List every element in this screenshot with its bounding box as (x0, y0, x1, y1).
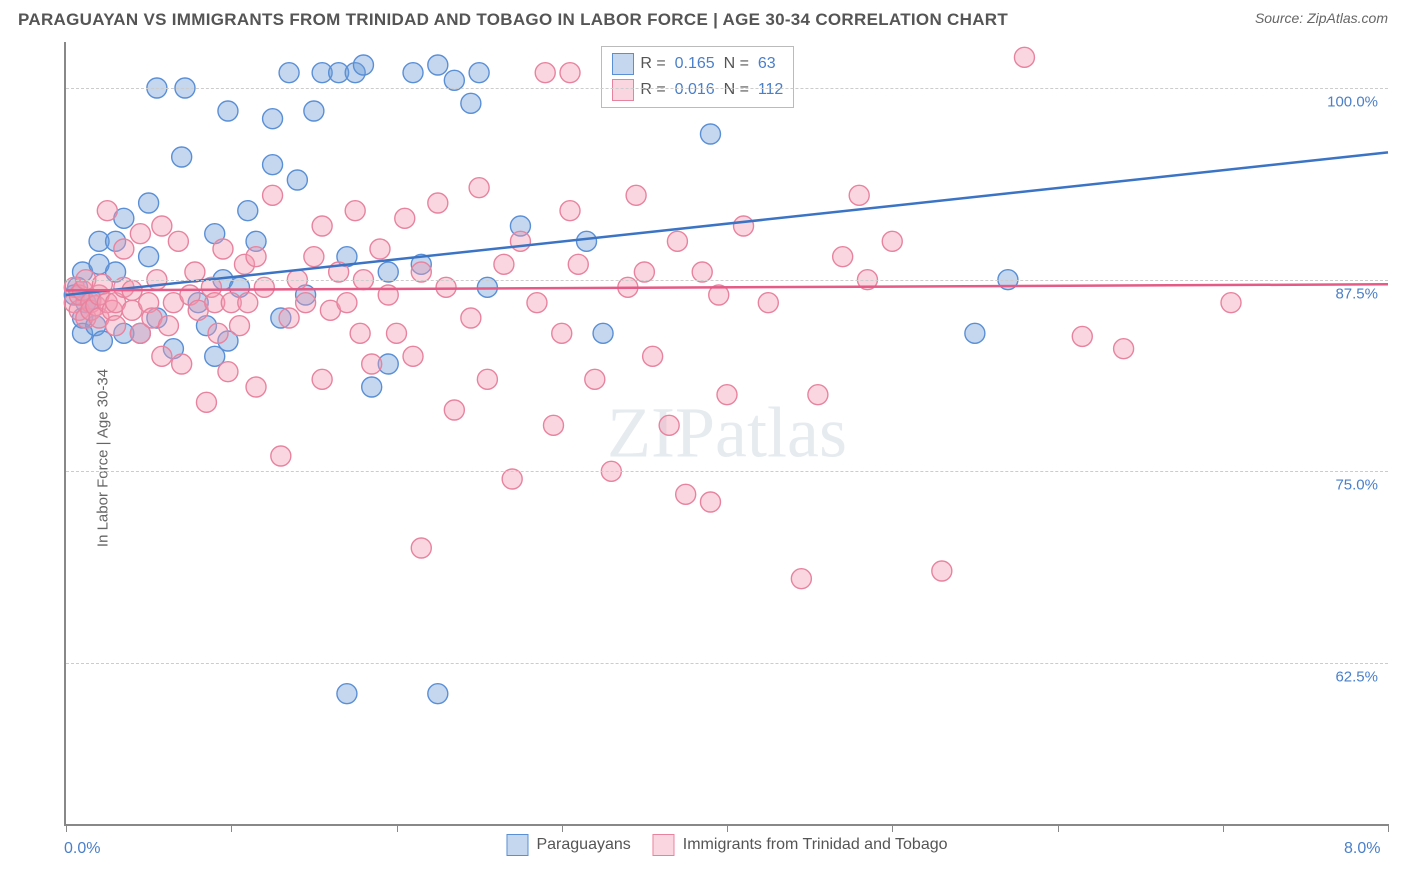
x-tick (1058, 824, 1059, 832)
legend-swatch (653, 834, 675, 856)
regression-lines-layer (66, 42, 1388, 824)
regression-line (66, 284, 1388, 290)
x-tick (562, 824, 563, 832)
legend-stats-text: R = 0.165 N = 63 (640, 55, 775, 73)
chart-area: In Labor Force | Age 30-34 ZIPatlas R = … (18, 42, 1388, 874)
x-axis-label: 0.0% (64, 840, 100, 858)
x-tick (231, 824, 232, 832)
y-tick-label: 62.5% (1335, 669, 1378, 686)
x-tick (397, 824, 398, 832)
gridline (66, 471, 1388, 472)
legend-swatch (612, 79, 634, 101)
chart-source: Source: ZipAtlas.com (1255, 10, 1388, 26)
y-tick-label: 100.0% (1327, 94, 1378, 111)
gridline (66, 88, 1388, 89)
legend-series-label: Immigrants from Trinidad and Tobago (683, 836, 948, 854)
legend-swatch (506, 834, 528, 856)
legend-stats-row: R = 0.016 N = 112 (612, 77, 783, 103)
legend-stats-row: R = 0.165 N = 63 (612, 51, 783, 77)
plot-region: ZIPatlas R = 0.165 N = 63 R = 0.016 N = … (64, 42, 1388, 826)
legend-series-label: Paraguayans (536, 836, 630, 854)
x-tick (1388, 824, 1389, 832)
gridline (66, 280, 1388, 281)
chart-header: PARAGUAYAN VS IMMIGRANTS FROM TRINIDAD A… (0, 0, 1406, 36)
chart-title: PARAGUAYAN VS IMMIGRANTS FROM TRINIDAD A… (18, 10, 1008, 30)
regression-line (66, 152, 1388, 295)
legend-series: Paraguayans Immigrants from Trinidad and … (506, 834, 947, 856)
legend-stats: R = 0.165 N = 63 R = 0.016 N = 112 (601, 46, 794, 108)
y-tick-label: 75.0% (1335, 477, 1378, 494)
legend-stats-text: R = 0.016 N = 112 (640, 81, 783, 99)
x-axis-label: 8.0% (1344, 840, 1380, 858)
legend-series-item: Paraguayans (506, 834, 630, 856)
x-tick (727, 824, 728, 832)
legend-swatch (612, 53, 634, 75)
gridline (66, 663, 1388, 664)
x-tick (66, 824, 67, 832)
y-tick-label: 87.5% (1335, 285, 1378, 302)
x-tick (1223, 824, 1224, 832)
legend-series-item: Immigrants from Trinidad and Tobago (653, 834, 948, 856)
x-tick (892, 824, 893, 832)
